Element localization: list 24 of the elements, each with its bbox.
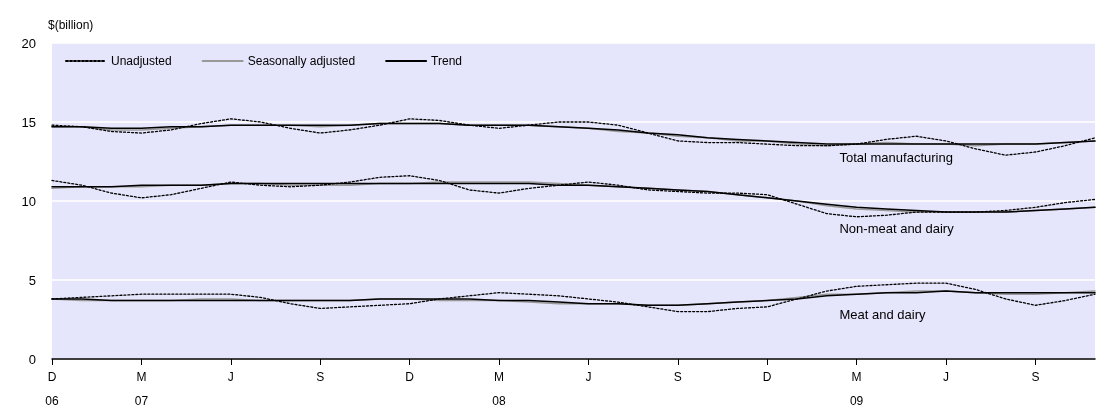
y-tick-label: 5 (28, 272, 36, 288)
y-tick-label: 20 (21, 35, 36, 51)
x-tick-label: S (673, 370, 682, 384)
annotation: Non-meat and dairy (839, 221, 955, 237)
y-tick-label: 15 (21, 114, 36, 130)
legend-label: Seasonally adjusted (247, 54, 356, 68)
x-tick-label: D (762, 370, 772, 384)
x-tick-label: S (1031, 370, 1040, 384)
x-tick-label: J (585, 370, 592, 384)
x-tick-label: S (316, 370, 325, 384)
annotation: Meat and dairy (839, 306, 926, 322)
y-axis-title: $(billion) (48, 18, 94, 32)
legend-label: Unadjusted (111, 54, 172, 68)
x-tick-label: M 09 (849, 370, 864, 408)
legend-label: Trend (431, 54, 463, 68)
x-tick-label: J (943, 370, 949, 384)
x-tick-label: D (405, 370, 415, 384)
x-tick-label: D 06 (45, 370, 59, 408)
x-tick-label: M 08 (492, 370, 506, 408)
y-tick-label: 0 (28, 351, 36, 367)
y-tick-label: 10 (21, 193, 36, 209)
annotation: Total manufacturing (839, 150, 953, 166)
x-tick-label: M 07 (134, 370, 149, 408)
x-tick-label: J (227, 370, 234, 384)
